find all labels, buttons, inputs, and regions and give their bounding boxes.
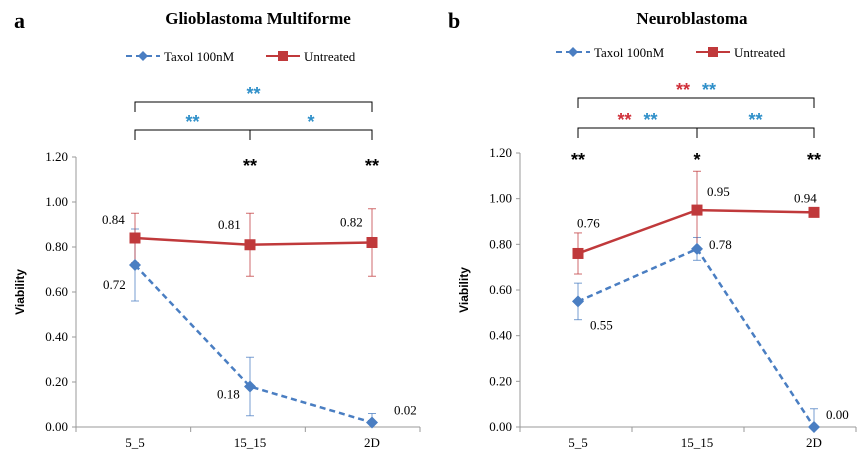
- bracket-pairs: [134, 129, 373, 140]
- x-tick-label: 5_5: [568, 435, 588, 450]
- data-point-taxol: [572, 295, 584, 308]
- data-point-untreated: [691, 204, 703, 216]
- y-tick-label: 0.80: [45, 239, 68, 254]
- data-point-untreated: [366, 237, 378, 248]
- data-label: 0.81: [218, 217, 241, 232]
- data-label: 0.72: [103, 277, 126, 292]
- data-label: 0.18: [217, 387, 240, 402]
- y-tick-label: 1.20: [45, 149, 68, 164]
- significance-star-point: **: [571, 150, 585, 170]
- panel-a-plot: 0.00 0.20 0.40 0.60 0.80 1.00 1.20 5_5 15_15 2D Vi…: [13, 49, 421, 450]
- data-label: 0.55: [590, 317, 613, 332]
- panel-a-letter: a: [14, 8, 25, 33]
- significance-star-top: **: [246, 84, 260, 104]
- panel-a-title: Glioblastoma Multiforme: [165, 9, 351, 28]
- significance-star-right: **: [748, 110, 762, 130]
- legend-marker-untreated: [708, 47, 718, 57]
- significance-star-top: **: [702, 80, 716, 100]
- x-tick-label: 2D: [364, 435, 380, 450]
- y-tick-label: 0.20: [45, 374, 68, 389]
- data-point-untreated: [129, 232, 141, 244]
- data-label: 0.84: [102, 212, 125, 227]
- data-point-untreated: [244, 239, 256, 251]
- panel-b: b Neuroblastoma 0.00 0.20 0.40 0.60 0.80 1.00…: [448, 8, 857, 450]
- legend-label-untreated: Untreated: [734, 45, 786, 60]
- significance-star-left: **: [617, 110, 631, 130]
- legend-marker-untreated: [278, 51, 288, 61]
- y-tick-label: 0.00: [45, 419, 68, 434]
- y-tick-label: 0.60: [45, 284, 68, 299]
- legend-label-taxol: Taxol 100nM: [594, 45, 665, 60]
- data-point-taxol: [808, 421, 820, 433]
- series-line-taxol: [134, 264, 373, 424]
- significance-star-left: **: [643, 110, 657, 130]
- significance-star-right: *: [307, 112, 314, 132]
- y-tick-label: 0.20: [489, 373, 512, 388]
- y-tick-label: 0.60: [489, 282, 512, 297]
- data-label: 0.02: [394, 403, 417, 418]
- data-point-taxol: [366, 416, 378, 429]
- y-axis-label: Viability: [13, 269, 27, 315]
- y-tick-label: 0.00: [489, 419, 512, 434]
- data-label: 0.82: [340, 215, 363, 230]
- x-tick-label: 15_15: [681, 435, 714, 450]
- panel-b-plot: 0.00 0.20 0.40 0.60 0.80 1.00 1.20 5_5 15_15 2D Vi…: [457, 45, 857, 450]
- data-label: 0.76: [577, 215, 600, 230]
- significance-star-left: **: [185, 112, 199, 132]
- legend-label-taxol: Taxol 100nM: [164, 49, 235, 64]
- panel-a: a Glioblastoma Multiforme 0.000.200.400.…: [13, 8, 421, 450]
- bracket-5_5-2D: [577, 97, 815, 108]
- significance-star-point: *: [693, 150, 700, 170]
- data-label: 0.94: [794, 190, 817, 205]
- significance-star-point: **: [365, 156, 379, 176]
- data-point-taxol: [244, 380, 256, 393]
- series-line-taxol: [577, 247, 816, 428]
- data-label: 0.00: [826, 407, 849, 422]
- y-tick-label: 0.80: [489, 236, 512, 251]
- data-point-untreated: [808, 206, 820, 218]
- y-tick-label: 1.20: [489, 145, 512, 160]
- legend-marker-taxol: [138, 51, 148, 61]
- y-tick-label: 1.00: [489, 191, 512, 206]
- bracket-5_5-2D: [134, 101, 373, 112]
- y-tick-label: 0.40: [489, 328, 512, 343]
- significance-star-point: **: [807, 150, 821, 170]
- x-tick-label: 15_15: [234, 435, 267, 450]
- x-tick-label: 5_5: [125, 435, 145, 450]
- panel-b-title: Neuroblastoma: [636, 9, 748, 28]
- significance-star-top: **: [676, 80, 690, 100]
- data-point-untreated: [572, 247, 584, 259]
- bracket-pairs: [577, 127, 815, 138]
- data-point-taxol: [691, 242, 703, 255]
- data-point-taxol: [129, 259, 141, 271]
- significance-star-point: **: [243, 156, 257, 176]
- legend-label-untreated: Untreated: [304, 49, 356, 64]
- data-label: 0.78: [709, 237, 732, 252]
- data-label: 0.95: [707, 184, 730, 199]
- y-axis-label: Viability: [457, 267, 471, 313]
- panel-b-letter: b: [448, 8, 460, 33]
- y-tick-label: 0.40: [45, 329, 68, 344]
- y-tick-label: 1.00: [45, 194, 68, 209]
- legend-marker-taxol: [568, 47, 578, 57]
- x-tick-label: 2D: [806, 435, 822, 450]
